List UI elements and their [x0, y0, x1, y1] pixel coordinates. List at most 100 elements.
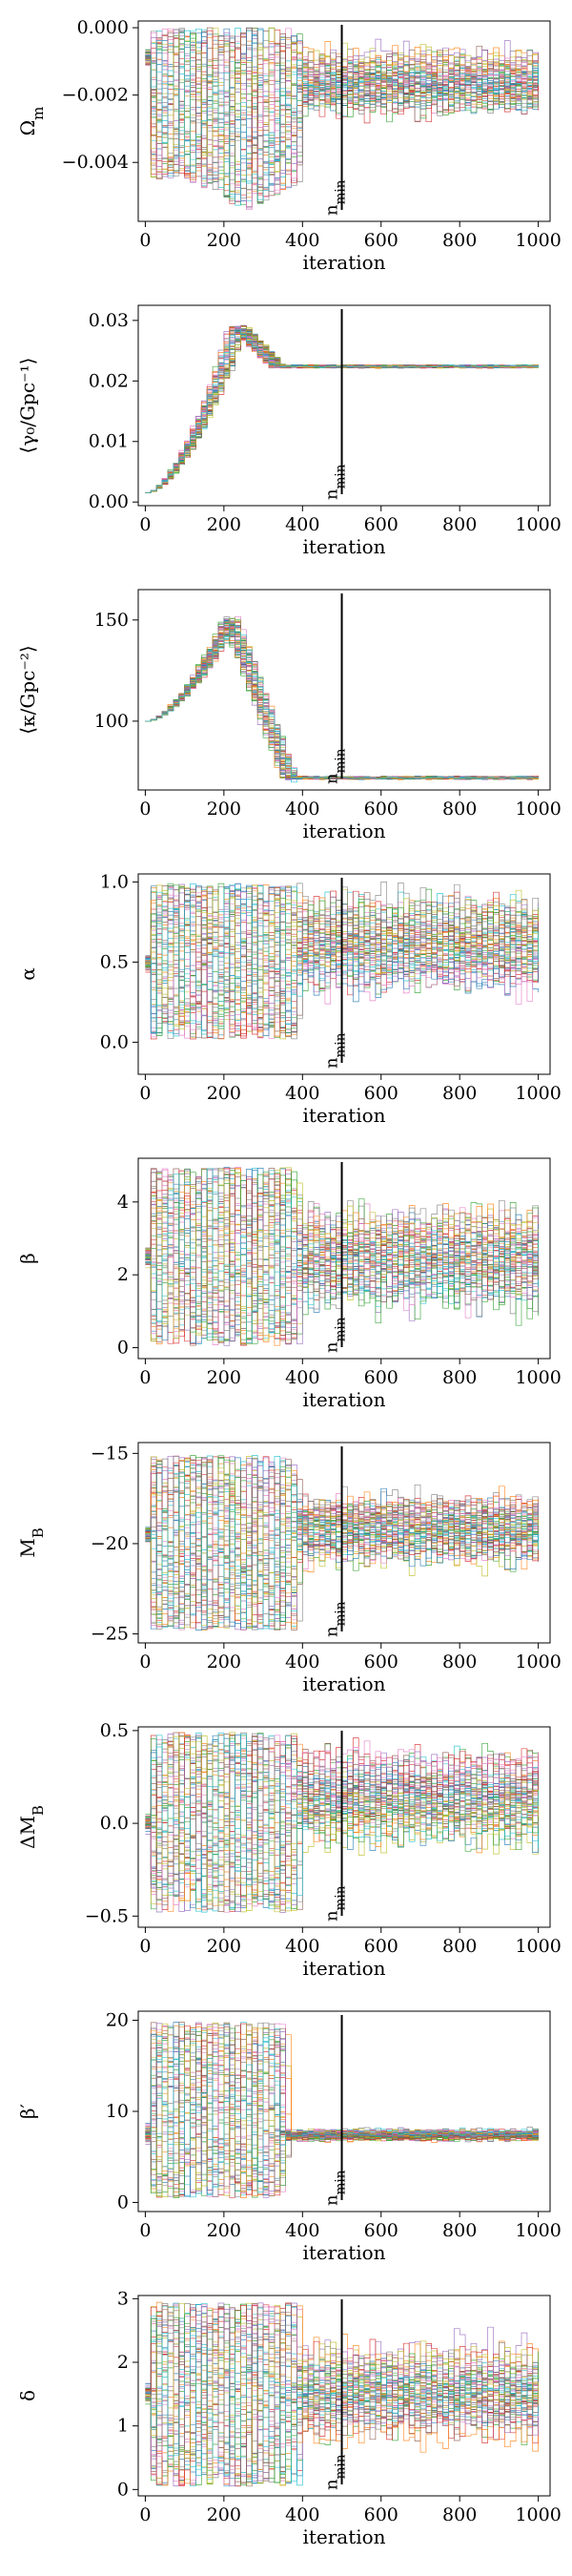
x-tick-label: 800 [442, 514, 477, 535]
trace-line [145, 884, 539, 1029]
x-axis-label: iteration [302, 2241, 385, 2264]
x-tick-label: 200 [207, 230, 241, 251]
x-tick-label: 400 [285, 1936, 319, 1957]
y-tick-label: 0 [117, 1338, 129, 1359]
y-tick-label: 4 [117, 1192, 129, 1213]
x-tick-label: 400 [285, 2504, 319, 2525]
y-tick-label: 0.02 [89, 370, 129, 391]
x-tick-label: 600 [364, 230, 398, 251]
x-tick-label: 600 [364, 1936, 398, 1957]
trace-panel-5: nmin 0 200 400 600 800 1000 0 2 4 iteration β [16, 1157, 562, 1411]
x-tick-label: 400 [285, 2220, 319, 2241]
y-tick-label: −0.5 [85, 1905, 129, 1926]
x-tick-label: 1000 [515, 1936, 561, 1957]
x-axis-label: iteration [302, 1957, 385, 1980]
y-tick-label: 3 [117, 2288, 129, 2309]
y-tick-label: 0.01 [89, 431, 129, 452]
x-tick-label: 0 [139, 1367, 151, 1388]
x-tick-label: 0 [139, 2220, 151, 2241]
y-axis-label: ΔMB [16, 1805, 47, 1849]
burnin-label: nmin [322, 748, 349, 784]
y-tick-label: 0.03 [89, 310, 129, 331]
plot-frame [137, 1442, 551, 1644]
y-tick-label: 0 [117, 2192, 129, 2212]
x-tick-label: 1000 [515, 799, 561, 820]
x-tick-label: 200 [207, 799, 241, 820]
y-tick-label: 0.0 [100, 1813, 129, 1834]
x-tick-label: 0 [139, 1652, 151, 1672]
trace-panel-4: nmin 0 200 400 600 800 1000 0.0 0.5 1.0 iteration α [16, 871, 562, 1127]
x-tick-label: 1000 [515, 2220, 561, 2241]
x-tick-label: 1000 [515, 1652, 561, 1672]
x-tick-label: 400 [285, 799, 319, 820]
y-axis-label: β [16, 1253, 39, 1264]
burnin-label: nmin [322, 1317, 349, 1353]
x-tick-label: 200 [207, 1652, 241, 1672]
x-tick-label: 600 [364, 2504, 398, 2525]
x-tick-label: 400 [285, 230, 319, 251]
x-tick-label: 800 [442, 1652, 477, 1672]
x-tick-label: 400 [285, 1652, 319, 1672]
x-tick-label: 800 [442, 1936, 477, 1957]
x-tick-label: 0 [139, 514, 151, 535]
y-tick-label: 0.0 [100, 1031, 129, 1052]
y-tick-label: 1.0 [100, 871, 129, 892]
x-tick-label: 1000 [515, 230, 561, 251]
plot-frame [137, 20, 551, 222]
y-axis-label: Ωm [16, 107, 47, 136]
x-axis-label: iteration [302, 251, 385, 274]
x-tick-label: 800 [442, 1083, 477, 1104]
trace-panel-2: nmin 0 200 400 600 800 1000 0.00 0.01 0.02 0.03 ite… [16, 304, 562, 558]
x-tick-label: 400 [285, 514, 319, 535]
y-tick-label: 20 [106, 2010, 129, 2031]
plot-frame [137, 873, 551, 1075]
x-axis-label: iteration [302, 1104, 385, 1127]
burnin-label: nmin [322, 464, 349, 500]
x-tick-label: 600 [364, 1367, 398, 1388]
plot-frame [137, 1157, 551, 1360]
plot-frame [137, 304, 551, 507]
burnin-label: nmin [322, 1885, 349, 1922]
burnin-label: nmin [322, 2454, 349, 2490]
x-tick-label: 1000 [515, 514, 561, 535]
y-tick-label: 2 [117, 2352, 129, 2373]
x-axis-label: iteration [302, 2525, 385, 2548]
x-axis-label: iteration [302, 820, 385, 842]
y-tick-label: 1 [117, 2416, 129, 2437]
trace-panel-6: nmin 0 200 400 600 800 1000 −15 −20 −25 iteration M… [16, 1442, 562, 1695]
burnin-label: nmin [322, 2170, 349, 2206]
burnin-label: nmin [322, 1032, 349, 1069]
x-tick-label: 800 [442, 2504, 477, 2525]
y-axis-label: ⟨κ/Gpc⁻²⟩ [16, 645, 39, 734]
y-tick-label: 0 [117, 2479, 129, 2500]
x-tick-label: 600 [364, 1083, 398, 1104]
x-tick-label: 200 [207, 1367, 241, 1388]
plot-frame [137, 589, 551, 791]
plot-frame [137, 2295, 551, 2497]
x-tick-label: 800 [442, 1367, 477, 1388]
y-axis-label: β′ [16, 2103, 39, 2119]
burnin-label: nmin [322, 179, 349, 216]
y-tick-label: 0.00 [89, 491, 129, 512]
x-tick-label: 200 [207, 2220, 241, 2241]
trace-panel-8: nmin 0 200 400 600 800 1000 0 10 20 iteration β′ [16, 2010, 562, 2264]
y-tick-label: −25 [91, 1624, 129, 1645]
trace-panel-3: nmin 0 200 400 600 800 1000 100 150 iteration ⟨κ/G… [16, 589, 562, 842]
trace-panel-1: nmin 0 200 400 600 800 1000 0.000 −0.002 −0.004 it… [16, 17, 562, 274]
x-tick-label: 800 [442, 799, 477, 820]
y-tick-label: −20 [91, 1533, 129, 1554]
x-tick-label: 200 [207, 1083, 241, 1104]
trace-line [145, 2024, 539, 2198]
x-tick-label: 400 [285, 1083, 319, 1104]
x-tick-label: 0 [139, 799, 151, 820]
x-axis-label: iteration [302, 1388, 385, 1411]
y-tick-label: −15 [91, 1443, 129, 1464]
plot-frame [137, 1726, 551, 1928]
y-tick-label: 0.5 [100, 951, 129, 972]
trace-panel-7: nmin 0 200 400 600 800 1000 0.5 0.0 −0.5 iteration… [16, 1720, 562, 1980]
x-tick-label: 800 [442, 230, 477, 251]
x-tick-label: 400 [285, 1367, 319, 1388]
x-tick-label: 0 [139, 1936, 151, 1957]
x-tick-label: 600 [364, 799, 398, 820]
